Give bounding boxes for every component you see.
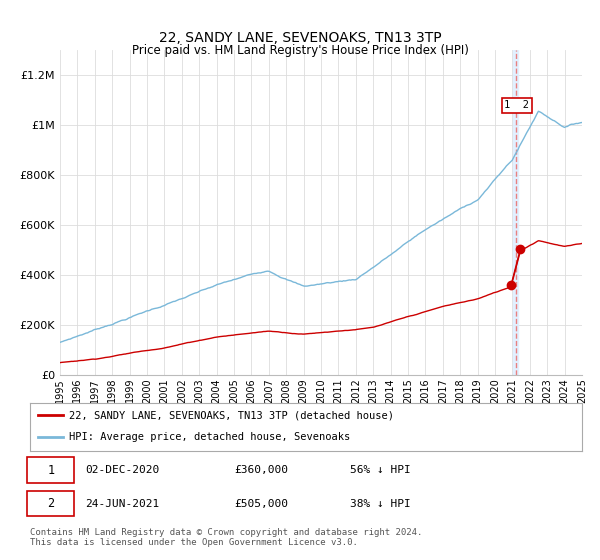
Text: £360,000: £360,000 [234, 465, 288, 475]
Text: 2: 2 [47, 497, 55, 510]
Text: Contains HM Land Registry data © Crown copyright and database right 2024.
This d: Contains HM Land Registry data © Crown c… [30, 528, 422, 547]
Text: 1  2: 1 2 [504, 100, 529, 110]
Text: HPI: Average price, detached house, Sevenoaks: HPI: Average price, detached house, Seve… [68, 432, 350, 442]
Text: Price paid vs. HM Land Registry's House Price Index (HPI): Price paid vs. HM Land Registry's House … [131, 44, 469, 57]
Text: £505,000: £505,000 [234, 499, 288, 508]
Text: 22, SANDY LANE, SEVENOAKS, TN13 3TP (detached house): 22, SANDY LANE, SEVENOAKS, TN13 3TP (det… [68, 410, 394, 420]
Text: 38% ↓ HPI: 38% ↓ HPI [350, 499, 411, 508]
Bar [513, 50, 518, 375]
Text: 02-DEC-2020: 02-DEC-2020 [85, 465, 160, 475]
Text: 1: 1 [47, 464, 55, 477]
FancyBboxPatch shape [27, 458, 74, 483]
Text: 24-JUN-2021: 24-JUN-2021 [85, 499, 160, 508]
FancyBboxPatch shape [27, 491, 74, 516]
Text: 22, SANDY LANE, SEVENOAKS, TN13 3TP: 22, SANDY LANE, SEVENOAKS, TN13 3TP [158, 31, 442, 45]
Text: 56% ↓ HPI: 56% ↓ HPI [350, 465, 411, 475]
